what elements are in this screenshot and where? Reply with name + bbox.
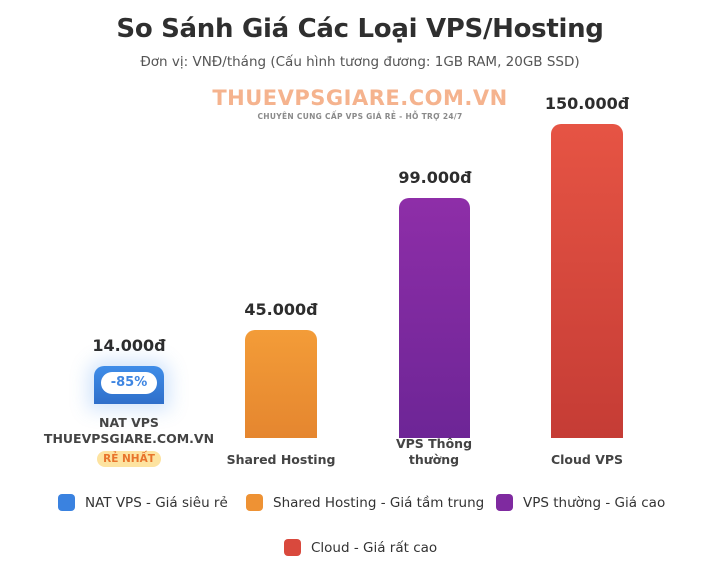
legend-swatch-purple-icon [496, 494, 513, 511]
category-label-shared-hosting: Shared Hosting [226, 452, 336, 467]
bar-vps [399, 198, 470, 438]
category-label-nat-vps: NAT VPS [99, 415, 159, 430]
category-label-vps: VPS Thông thường [344, 436, 524, 468]
value-label-cloud-vps: 150.000đ [544, 94, 630, 113]
category-label-nat-vps-brand: THUEVPSGIARE.COM.VN [43, 431, 215, 446]
discount-pill: -85% [101, 372, 157, 394]
category-label-vps-line1: VPS Thông [395, 436, 473, 451]
chart-subtitle: Đơn vị: VNĐ/tháng (Cấu hình tương đương:… [140, 54, 580, 70]
legend-label: VPS thường - Giá cao [523, 494, 666, 511]
bar-cloud-vps [551, 124, 623, 438]
bar-shared-hosting [245, 330, 317, 438]
value-label-nat-vps: 14.000đ [92, 336, 166, 355]
watermark-tagline: CHUYÊN CUNG CẤP VPS GIÁ RẺ - HỖ TRỢ 24/7 [257, 112, 463, 121]
legend-label: Cloud - Giá rất cao [311, 539, 438, 556]
value-label-shared-hosting: 45.000đ [244, 300, 318, 319]
legend-item-shared-hosting: Shared Hosting - Giá tầm trung [246, 494, 484, 511]
watermark-brand: THUEVPSGIARE.COM.VN [212, 86, 508, 110]
legend-item-vps: VPS thường - Giá cao [496, 494, 665, 511]
legend-item-nat-vps: NAT VPS - Giá siêu rẻ [58, 494, 228, 511]
legend-swatch-red-icon [284, 539, 301, 556]
category-label-vps-line2: thường [408, 452, 460, 467]
legend-swatch-orange-icon [246, 494, 263, 511]
chart-title: So Sánh Giá Các Loại VPS/Hosting [116, 14, 604, 44]
cheapest-badge: RẺ NHẤT [97, 451, 161, 467]
legend-swatch-blue-icon [58, 494, 75, 511]
legend-label: NAT VPS - Giá siêu rẻ [85, 494, 228, 511]
legend-label: Shared Hosting - Giá tầm trung [273, 494, 485, 511]
legend-item-cloud: Cloud - Giá rất cao [284, 539, 437, 556]
value-label-vps: 99.000đ [398, 168, 472, 187]
category-label-cloud-vps: Cloud VPS [550, 452, 624, 467]
